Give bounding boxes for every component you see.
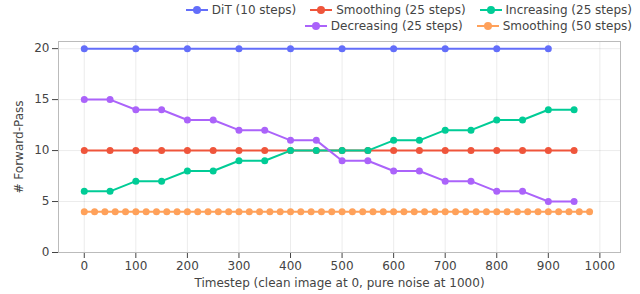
svg-text:20: 20 (34, 41, 49, 55)
svg-text:800: 800 (485, 259, 508, 273)
html-text:Decreasing (25 steps): Decreasing (25 steps) (330, 19, 463, 33)
svg-text:Timestep (clean image at 0, pu: Timestep (clean image at 0, pure noise a… (193, 276, 484, 290)
svg-text:300: 300 (228, 259, 251, 273)
svg-text:1000: 1000 (585, 259, 616, 273)
svg-text:600: 600 (382, 259, 405, 273)
svg-text:# Forward-Pass: # Forward-Pass (12, 100, 26, 193)
svg-text:0: 0 (42, 245, 50, 259)
svg-text:500: 500 (331, 259, 354, 273)
svg-text:5: 5 (42, 194, 50, 208)
svg-text:10: 10 (34, 143, 49, 157)
html-text:Smoothing (50 steps): Smoothing (50 steps) (502, 19, 632, 33)
svg-text:100: 100 (124, 259, 147, 273)
svg-text:900: 900 (537, 259, 560, 273)
svg-text:15: 15 (34, 92, 49, 106)
svg-text:400: 400 (279, 259, 302, 273)
html-text:Smoothing (25 steps): Smoothing (25 steps) (336, 3, 466, 17)
svg-text:700: 700 (434, 259, 457, 273)
svg-text:0: 0 (80, 259, 88, 273)
html-text:DiT (10 steps): DiT (10 steps) (211, 3, 297, 17)
svg-text:200: 200 (176, 259, 199, 273)
html-text:Increasing (25 steps): Increasing (25 steps) (505, 3, 632, 17)
